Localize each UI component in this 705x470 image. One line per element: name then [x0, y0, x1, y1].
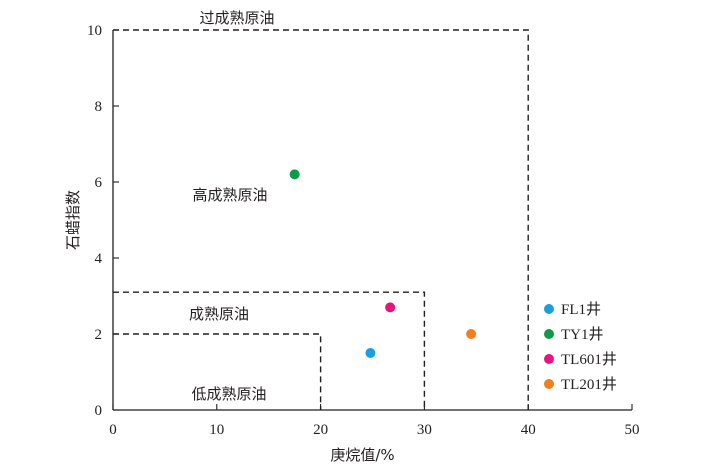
- data-point-2: [289, 169, 300, 180]
- legend: FL1井 TY1井 TL601井 TL201井: [544, 301, 617, 393]
- zone-boundary-mature: [113, 291, 426, 410]
- y-axis-title: 石蜡指数: [64, 190, 82, 250]
- zone-label-mature: 成熟原油: [189, 305, 249, 323]
- x-tick-label: 0: [109, 422, 117, 438]
- x-tick-label: 20: [313, 422, 328, 438]
- x-tick-label: 50: [625, 422, 640, 438]
- zone-boundary-overmature: [113, 29, 529, 410]
- y-tick-label: 0: [95, 403, 103, 419]
- y-tick-label: 4: [95, 251, 103, 267]
- data-point-4: [466, 329, 477, 339]
- x-tick-label: 10: [209, 422, 224, 438]
- x-axis-title: 庚烷值/%: [330, 446, 394, 464]
- y-tick-label: 8: [95, 99, 103, 115]
- data-point-1: [365, 348, 376, 358]
- legend-marker-3: [544, 354, 554, 364]
- legend-label-4: TL201井: [561, 376, 617, 393]
- legend-label-1: FL1井: [561, 301, 601, 318]
- legend-marker-1: [544, 304, 554, 314]
- x-tick-label: 40: [521, 422, 536, 438]
- x-tick-label: 30: [417, 422, 432, 438]
- legend-marker-4: [544, 379, 554, 389]
- legend-label-2: TY1井: [561, 326, 604, 343]
- y-tick-label: 6: [95, 175, 103, 191]
- data-point-3: [385, 302, 396, 313]
- y-tick-label: 10: [87, 23, 102, 39]
- legend-label-3: TL601井: [561, 351, 617, 368]
- data-points: [289, 169, 477, 358]
- zone-label-highmature: 高成熟原油: [192, 186, 267, 204]
- zone-label-lowmature: 低成熟原油: [191, 385, 266, 403]
- legend-marker-2: [544, 329, 554, 339]
- axes: 0 10 20 30 40 50 0 2 4 6 8 10 庚烷值/% 石蜡指数: [64, 23, 640, 464]
- zone-label-overmature: 过成熟原油: [199, 9, 274, 27]
- y-tick-label: 2: [95, 327, 103, 343]
